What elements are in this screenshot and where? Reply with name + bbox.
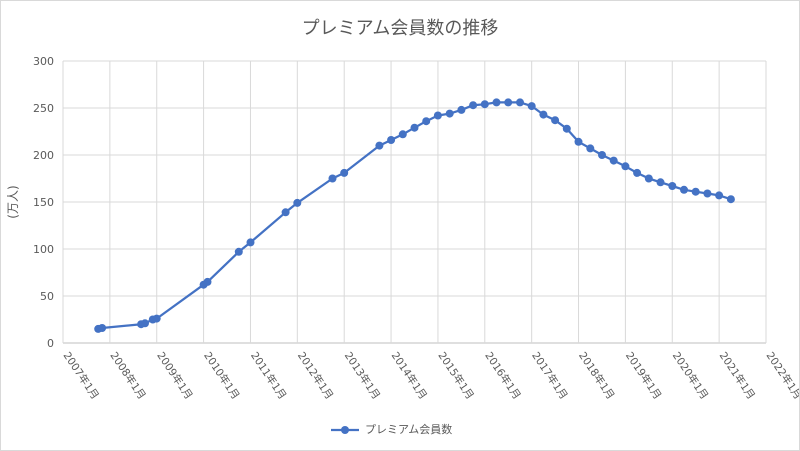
x-tick-labels: 2007年1月 2008年1月 2009年1月 2010年1月 2011年1月 2012年… [61,349,799,401]
data-point [410,123,419,132]
x-tick-label: 2015年1月 [435,349,476,401]
data-point [340,168,349,177]
data-point [457,105,466,114]
data-point [422,117,431,126]
data-point [609,156,618,165]
y-tick-label: 200 [33,149,54,162]
data-point [551,116,560,125]
data-point [234,247,243,256]
data-point [644,174,653,183]
y-tick-labels: 0 50 100 150 200 250 300 [33,55,54,350]
chart-title: プレミアム会員数の推移 [302,18,499,39]
x-tick-label: 2007年1月 [61,349,102,401]
data-point [504,98,513,107]
data-point [621,162,630,171]
data-point [246,238,255,247]
data-point [527,102,536,111]
legend[interactable]: プレミアム会員数 [331,423,452,436]
data-point [562,124,571,133]
data-point [433,111,442,120]
data-point [492,98,501,107]
data-point [715,191,724,200]
y-axis-label: (万人) [6,185,20,218]
series-line [97,101,732,330]
x-tick-label: 2020年1月 [670,349,711,401]
x-tick-label: 2017年1月 [529,349,570,401]
data-point [480,100,489,109]
x-tick-label: 2016年1月 [482,349,523,401]
y-tick-label: 0 [47,337,54,350]
data-point [656,178,665,187]
x-tick-label: 2010年1月 [201,349,242,401]
x-tick-label: 2012年1月 [295,349,336,401]
legend-point-marker [341,426,349,434]
x-tick-label: 2019年1月 [623,349,664,401]
x-tick-label: 2013年1月 [342,349,383,401]
y-tick-label: 100 [33,243,54,256]
data-point [141,319,149,328]
data-point [668,182,677,190]
data-point [152,314,161,323]
x-tick-label: 2014年1月 [389,349,430,401]
data-point [281,208,290,217]
x-tick-label: 2011年1月 [248,349,289,401]
legend-label: プレミアム会員数 [365,423,452,436]
x-tick-label: 2009年1月 [154,349,195,401]
data-point [680,185,688,194]
y-tick-label: 150 [33,196,54,209]
data-point [516,98,524,107]
data-point [586,144,595,153]
data-point [445,109,454,118]
data-point [703,189,712,198]
x-tick-label: 2008年1月 [107,349,148,401]
data-point [598,151,606,159]
y-tick-label: 300 [33,55,54,68]
gridlines [62,60,767,344]
data-point [203,277,212,286]
data-point [328,174,337,183]
data-point [574,137,583,146]
y-tick-label: 50 [40,290,54,303]
data-point [726,195,735,204]
data-point [98,324,107,332]
data-point [293,198,302,207]
series [94,98,735,333]
x-tick-label: 2021年1月 [717,349,758,401]
data-point [469,101,478,110]
y-tick-label: 250 [33,102,54,115]
data-point [633,168,642,177]
x-tick-label: 2022年1月 [764,349,799,401]
x-tick-label: 2018年1月 [576,349,617,401]
data-point [691,187,700,196]
data-point [375,141,384,150]
data-point [398,130,407,139]
data-point [539,110,548,119]
data-point [387,136,396,144]
